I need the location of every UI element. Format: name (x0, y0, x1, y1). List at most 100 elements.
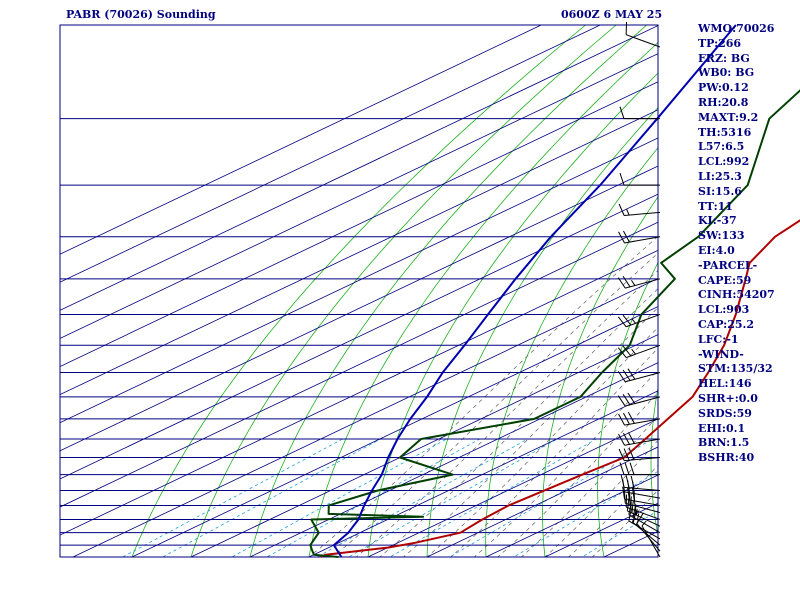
isotherm (60, 193, 658, 480)
mixing-ratio-line (121, 438, 343, 557)
wind-barb (617, 344, 661, 359)
plot-border (59, 24, 659, 558)
isotherm (131, 306, 658, 557)
wind-barb (618, 203, 661, 216)
wind-barb (617, 276, 661, 289)
index-item: TP:266 (698, 36, 742, 50)
isotherm (60, 137, 658, 424)
mixing-ratio-line (231, 438, 447, 557)
wind-barb (622, 486, 661, 506)
mixing-ratio-line (448, 438, 653, 557)
isotherm (60, 25, 542, 255)
mixing-ratio-line (389, 438, 597, 557)
moist-adiabat (591, 489, 658, 557)
isotherm (190, 334, 658, 557)
chart-title: PABR (70026) Sounding (66, 8, 216, 21)
moist-adiabat (379, 288, 658, 557)
wind-barb (619, 462, 660, 476)
temperature-line (320, 219, 800, 558)
dry-adiabat (308, 42, 658, 557)
wind-barbs (617, 22, 661, 558)
dry-adiabat (542, 196, 658, 557)
isotherm (308, 390, 658, 557)
index-item: LCL:903 (698, 303, 750, 317)
wind-barb (618, 230, 661, 244)
isotherm (60, 25, 658, 311)
index-item: WB0: BG (698, 66, 755, 80)
index-item: LI:25.3 (698, 169, 742, 183)
index-item: FRZ: BG (698, 51, 750, 65)
wind-barb (617, 368, 661, 383)
isotherm (426, 446, 658, 557)
index-item: EI:4.0 (698, 243, 735, 257)
isotherm (60, 109, 658, 396)
moist-adiabat (544, 439, 658, 557)
index-item: KI:-37 (698, 214, 737, 228)
mixing-ratio-line (161, 438, 381, 557)
moist-adiabat (355, 270, 658, 557)
isotherm (367, 418, 658, 557)
parcel-line (332, 24, 737, 558)
isotherm (72, 277, 658, 557)
index-item: BRN:1.5 (698, 436, 750, 450)
moist-adiabat (473, 369, 658, 557)
dry-adiabat (485, 147, 658, 557)
wind-barb (619, 106, 660, 120)
wind-barb (619, 172, 660, 186)
wind-barb (618, 432, 661, 446)
index-item: LFC:-1 (698, 332, 739, 346)
isotherm (60, 25, 601, 283)
index-item: SHR+:0.0 (698, 391, 758, 405)
dewpoint-line (309, 89, 800, 558)
wind-barb (617, 392, 661, 407)
index-item: L57:6.5 (698, 140, 745, 154)
wind-barb (626, 498, 661, 527)
dry-adiabat (367, 72, 658, 557)
isotherm (60, 249, 658, 536)
dry-adiabat (190, 25, 617, 557)
sounding-time: 0600Z 6 MAY 25 (561, 8, 663, 21)
index-item: STM:135/32 (698, 362, 773, 376)
index-item: MAXT:9.2 (698, 110, 759, 124)
wind-barb (617, 313, 661, 328)
profile-lines (309, 24, 800, 558)
dry-adiabat (249, 25, 647, 557)
background-lines (59, 24, 659, 558)
index-item: -WIND- (698, 347, 744, 361)
mixing-ratio-line (266, 438, 480, 557)
index-item: RH:20.8 (698, 95, 749, 109)
index-item: LCL:992 (698, 155, 750, 169)
wind-barb (620, 474, 661, 492)
index-item: TT:11 (698, 199, 733, 213)
moist-adiabat (332, 252, 658, 557)
plot-area (60, 25, 658, 557)
dry-adiabat (426, 106, 658, 557)
mixing-ratio-line (581, 510, 658, 557)
indices-panel: WMO:70026 TP:266 FRZ: BG WB0: BG PW:0.12 RH:2… (698, 22, 775, 466)
index-item: TH:5316 (698, 125, 752, 139)
dry-adiabat (131, 25, 586, 557)
index-item: WMO:70026 (698, 22, 775, 35)
index-item: SRDS:59 (698, 406, 752, 420)
isotherm (60, 81, 658, 367)
wind-barb (618, 447, 661, 462)
moist-adiabat (497, 392, 658, 557)
wind-barb (625, 22, 661, 48)
index-item: SW:133 (698, 229, 745, 243)
index-item: EHI:0.1 (698, 421, 746, 435)
index-item: PW:0.12 (698, 81, 749, 95)
mixing-ratio-line (513, 470, 658, 557)
index-item: -PARCEL- (698, 258, 758, 272)
index-item: SI:15.6 (698, 184, 742, 198)
index-item: CINH:54207 (698, 288, 775, 302)
isotherm (60, 221, 658, 508)
wind-barb (618, 412, 661, 426)
wind-barb (625, 494, 661, 520)
index-item: CAPE:59 (698, 273, 752, 287)
index-item: CAP:25.2 (698, 317, 755, 331)
index-item: HEL:146 (698, 377, 752, 391)
wind-barb (628, 508, 661, 540)
moist-adiabat (450, 347, 658, 557)
isotherm (60, 53, 658, 339)
